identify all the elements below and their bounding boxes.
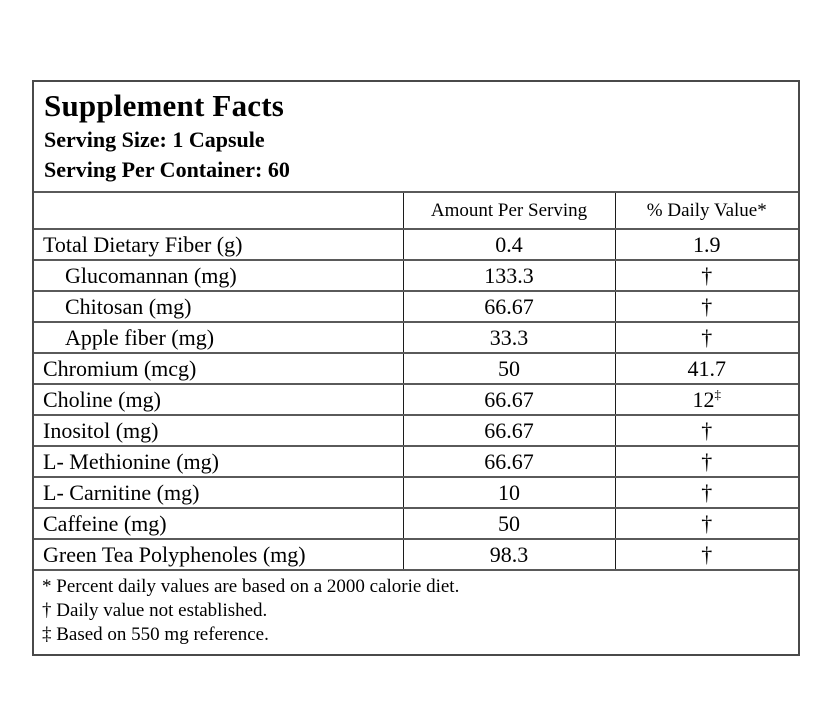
supplement-facts-label: Supplement Facts Serving Size: 1 Capsule… (32, 80, 800, 656)
ingredient-name: Total Dietary Fiber (g) (34, 229, 403, 261)
column-header-amount-per-serving: Amount Per Serving (402, 193, 615, 230)
ingredient-name: Glucomannan (mg) (34, 260, 403, 292)
ingredient-name: Chitosan (mg) (34, 291, 403, 323)
daily-value: † (614, 539, 798, 571)
table-row: Chromium (mcg) 50 41.7 (34, 353, 798, 385)
ingredient-name: L- Methionine (mg) (34, 446, 403, 478)
amount-value: 66.67 (402, 384, 615, 416)
daily-value: † (614, 508, 798, 540)
daily-value: 41.7 (614, 353, 798, 385)
table-row: Chitosan (mg) 66.67 † (34, 291, 798, 323)
table-row: Total Dietary Fiber (g) 0.4 1.9 (34, 229, 798, 261)
table-row: Caffeine (mg) 50 † (34, 508, 798, 540)
amount-value: 66.67 (402, 291, 615, 323)
ingredient-name: Choline (mg) (34, 384, 403, 416)
table-row: Apple fiber (mg) 33.3 † (34, 322, 798, 354)
table-row: Choline (mg) 66.67 12‡ (34, 384, 798, 416)
column-header-daily-value: % Daily Value* (614, 193, 798, 230)
serving-size-text: Serving Size: 1 Capsule (44, 127, 265, 152)
daily-value: 1.9 (614, 229, 798, 261)
ingredient-name: Caffeine (mg) (34, 508, 403, 540)
daily-value: † (614, 477, 798, 509)
column-header-ingredient (34, 193, 403, 230)
ingredient-name: Inositol (mg) (34, 415, 403, 447)
daily-value: † (614, 322, 798, 354)
ingredient-name: L- Carnitine (mg) (34, 477, 403, 509)
table-row: L- Methionine (mg) 66.67 † (34, 446, 798, 478)
daily-value: † (614, 260, 798, 292)
amount-value: 10 (402, 477, 615, 509)
footnotes-section: * Percent daily values are based on a 20… (34, 571, 798, 654)
amount-value: 0.4 (402, 229, 615, 261)
table-row: Inositol (mg) 66.67 † (34, 415, 798, 447)
label-header: Supplement Facts Serving Size: 1 Capsule… (34, 82, 798, 193)
footnote-line: * Percent daily values are based on a 20… (42, 576, 460, 597)
daily-value: † (614, 446, 798, 478)
amount-value: 66.67 (402, 415, 615, 447)
amount-value: 98.3 (402, 539, 615, 571)
amount-value: 50 (402, 353, 615, 385)
table-row: Glucomannan (mg) 133.3 † (34, 260, 798, 292)
serving-per-container-text: Serving Per Container: 60 (44, 157, 290, 182)
table-row: Green Tea Polyphenoles (mg) 98.3 † (34, 539, 798, 571)
daily-value: 12‡ (614, 384, 798, 416)
ingredient-name: Green Tea Polyphenoles (mg) (34, 539, 403, 571)
amount-value: 66.67 (402, 446, 615, 478)
table-row: L- Carnitine (mg) 10 † (34, 477, 798, 509)
ingredient-name: Apple fiber (mg) (34, 322, 403, 354)
daily-value: † (614, 291, 798, 323)
footnote-line: ‡ Based on 550 mg reference. (42, 624, 269, 645)
label-title: Supplement Facts (44, 88, 285, 123)
footnote-line: † Daily value not established. (42, 600, 268, 621)
column-header-row: Amount Per Serving % Daily Value* (34, 193, 798, 230)
daily-value: † (614, 415, 798, 447)
ingredient-name: Chromium (mcg) (34, 353, 403, 385)
facts-table: Amount Per Serving % Daily Value* Total … (34, 193, 798, 571)
amount-value: 50 (402, 508, 615, 540)
amount-value: 33.3 (402, 322, 615, 354)
amount-value: 133.3 (402, 260, 615, 292)
